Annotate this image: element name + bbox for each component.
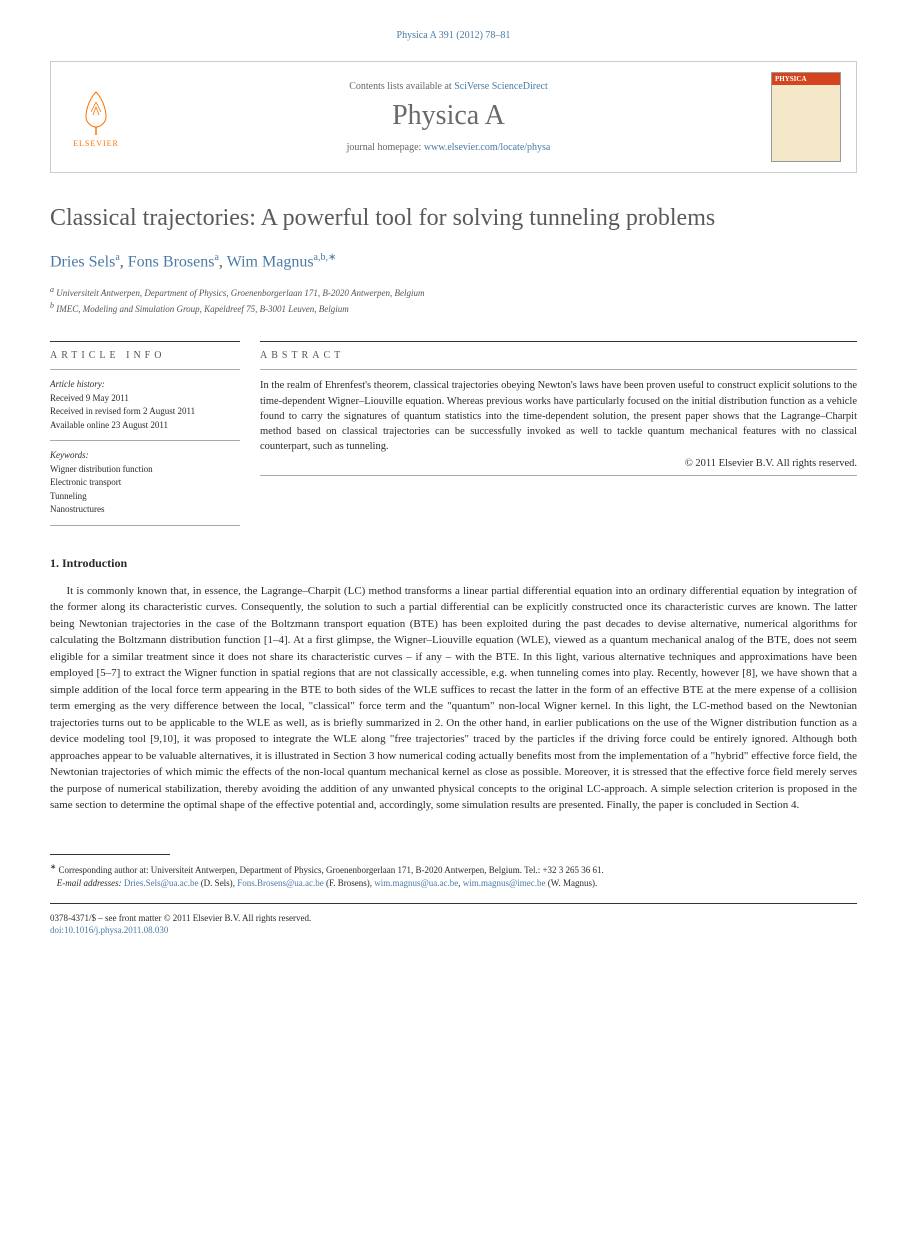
contents-prefix: Contents lists available at	[349, 81, 454, 92]
abstract-text: In the realm of Ehrenfest's theorem, cla…	[260, 370, 857, 454]
doi-label: doi:	[50, 925, 64, 935]
author-2[interactable]: Fons Brosens	[128, 254, 215, 271]
info-abstract-row: ARTICLE INFO Article history: Received 9…	[50, 341, 857, 526]
author-1-sup: a	[115, 252, 119, 263]
author-1[interactable]: Dries Sels	[50, 254, 115, 271]
revised-date: Received in revised form 2 August 2011	[50, 405, 240, 419]
footnote-divider	[50, 854, 170, 855]
received-date: Received 9 May 2011	[50, 392, 240, 406]
email-link[interactable]: Fons.Brosens@ua.ac.be	[237, 878, 324, 888]
author-3[interactable]: Wim Magnus	[227, 254, 314, 271]
keyword: Wigner distribution function	[50, 463, 240, 477]
corr-mark: ∗	[50, 862, 56, 871]
keywords-block: Keywords: Wigner distribution function E…	[50, 441, 240, 525]
article-title: Classical trajectories: A powerful tool …	[50, 203, 857, 234]
section-1-text: It is commonly known that, in essence, t…	[50, 583, 857, 814]
doi-link[interactable]: 10.1016/j.physa.2011.08.030	[64, 925, 168, 935]
corresponding-author-footnote: ∗ Corresponding author at: Universiteit …	[50, 861, 857, 891]
journal-header-box: ELSEVIER Contents lists available at Sci…	[50, 61, 857, 173]
homepage-prefix: journal homepage:	[347, 142, 424, 153]
keyword: Electronic transport	[50, 476, 240, 490]
contents-line: Contents lists available at SciVerse Sci…	[126, 81, 771, 92]
authors-line: Dries Selsa, Fons Brosensa, Wim Magnusa,…	[50, 252, 857, 271]
abstract-heading: ABSTRACT	[260, 342, 857, 369]
homepage-link[interactable]: www.elsevier.com/locate/physa	[424, 142, 551, 153]
author-2-sup: a	[214, 252, 218, 263]
keyword: Nanostructures	[50, 503, 240, 517]
journal-cover-thumb: PHYSICA	[771, 72, 841, 162]
thumb-body	[772, 85, 840, 91]
author-3-sup: a,b,∗	[314, 252, 337, 263]
affiliation-b: IMEC, Modeling and Simulation Group, Kap…	[56, 304, 349, 314]
elsevier-tree-icon	[71, 87, 121, 137]
corr-text: Corresponding author at: Universiteit An…	[59, 865, 604, 875]
section-1-heading: 1. Introduction	[50, 556, 857, 571]
header-citation: Physica A 391 (2012) 78–81	[50, 30, 857, 41]
thumb-title: PHYSICA	[772, 73, 840, 85]
affiliation-a: Universiteit Antwerpen, Department of Ph…	[56, 288, 424, 298]
email-who: (D. Sels)	[201, 878, 233, 888]
history-label: Article history:	[50, 378, 240, 392]
homepage-line: journal homepage: www.elsevier.com/locat…	[126, 142, 771, 153]
elsevier-logo: ELSEVIER	[66, 82, 126, 152]
journal-name: Physica A	[126, 100, 771, 132]
sciencedirect-link[interactable]: SciVerse ScienceDirect	[454, 81, 548, 92]
email-who: (W. Magnus)	[548, 878, 595, 888]
email-link[interactable]: Dries.Sels@ua.ac.be	[124, 878, 199, 888]
elsevier-text: ELSEVIER	[73, 139, 119, 148]
keyword: Tunneling	[50, 490, 240, 504]
header-center: Contents lists available at SciVerse Sci…	[126, 81, 771, 153]
article-history: Article history: Received 9 May 2011 Rec…	[50, 370, 240, 440]
online-date: Available online 23 August 2011	[50, 419, 240, 433]
info-heading: ARTICLE INFO	[50, 342, 240, 369]
email-who: (F. Brosens)	[326, 878, 370, 888]
issn-line: 0378-4371/$ – see front matter © 2011 El…	[50, 912, 857, 925]
keywords-label: Keywords:	[50, 449, 240, 463]
bottom-info: 0378-4371/$ – see front matter © 2011 El…	[50, 903, 857, 937]
abstract-copyright: © 2011 Elsevier B.V. All rights reserved…	[260, 458, 857, 469]
abstract-col: ABSTRACT In the realm of Ehrenfest's the…	[260, 341, 857, 526]
email-label: E-mail addresses:	[57, 878, 122, 888]
email-link[interactable]: wim.magnus@ua.ac.be	[374, 878, 458, 888]
affiliations: a Universiteit Antwerpen, Department of …	[50, 284, 857, 317]
article-info-col: ARTICLE INFO Article history: Received 9…	[50, 341, 260, 526]
email-link[interactable]: wim.magnus@imec.be	[463, 878, 546, 888]
